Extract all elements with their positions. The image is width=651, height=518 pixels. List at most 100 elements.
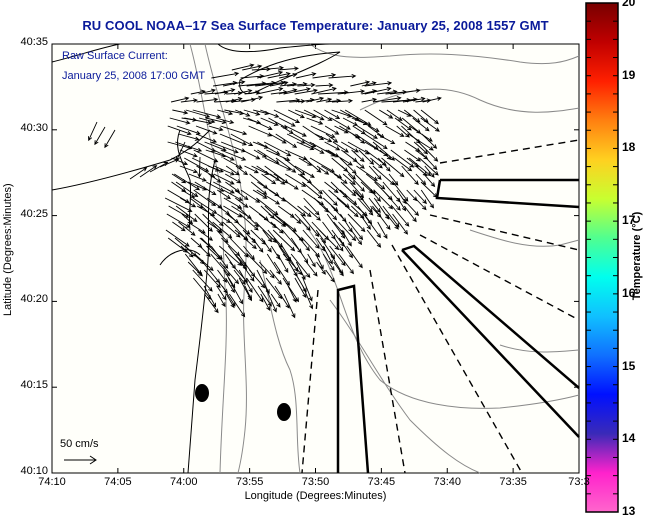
current-vector [406,189,418,202]
current-vector [359,213,371,230]
current-vector [394,117,412,131]
current-vector [243,237,257,250]
current-vector [325,133,339,143]
current-vector [206,181,225,192]
current-vector [316,165,330,175]
current-vector [401,197,420,217]
axis-ticks [52,44,579,473]
current-vector [325,269,335,283]
current-vector [307,253,316,268]
current-vector [197,156,202,178]
current-vector [329,245,346,267]
current-vector [251,237,264,253]
dashed-line [419,234,580,321]
current-vector [262,229,273,243]
current-vector [225,96,243,103]
current-vector [187,261,204,277]
current-vector [338,253,354,275]
colorbar-ticks [586,2,618,513]
current-vector [266,253,281,275]
current-vector [333,173,348,184]
current-vector [213,173,235,185]
current-vector [413,189,427,205]
current-vector [270,293,281,308]
current-vector [193,149,219,163]
current-vector [180,98,198,103]
current-vector [258,261,275,279]
current-vector [316,97,333,103]
current-vector [269,173,286,185]
current-vector [210,245,229,269]
current-vector [243,109,261,116]
current-vector [284,173,307,187]
current-vector [198,88,216,95]
current-vector [282,197,307,217]
current-vector [414,197,427,211]
current-vector [349,181,365,199]
current-vector [366,229,382,248]
current-vector [269,269,282,285]
current-vector [299,173,323,195]
current-vector [180,245,194,258]
current-vector [373,189,394,210]
colorbar-tick-label: 18 [622,140,636,155]
current-vector [260,293,271,311]
y-tick-label: 40:20 [20,293,48,306]
plot-frame [51,43,580,474]
current-vector [420,109,440,125]
contour-line [329,299,481,474]
contour-line [299,219,580,409]
current-vector [347,173,365,192]
current-vector [324,109,341,120]
current-vector [336,197,359,218]
current-vector [322,253,335,272]
coastline-li-north [217,43,331,53]
current-vector [364,133,388,150]
current-vector [368,197,381,213]
current-vector [164,197,193,212]
x-tick-label: 73:45 [367,476,396,488]
dashed-line [301,289,319,474]
colorbar-tick-label: 19 [622,67,636,82]
x-tick-label: 74:00 [169,476,198,488]
current-vector [303,109,325,121]
current-vector [257,70,284,79]
current-vector [212,221,233,239]
current-vector [339,157,357,175]
x-tick-label: 73:50 [301,476,330,488]
current-vector [273,109,301,124]
current-vector [278,88,298,95]
current-vector [294,88,318,95]
current-vector [316,261,326,275]
current-vector [330,253,343,275]
current-vector [256,65,284,71]
current-vector [285,125,307,137]
current-vector [421,133,438,149]
current-vector [264,285,277,313]
current-vector [385,125,405,137]
current-vector [283,293,296,319]
buoy-marker [195,384,209,402]
current-vector [303,141,325,154]
current-vector [377,221,388,240]
current-vector [403,205,417,223]
current-vector [196,97,219,103]
current-vector [423,173,436,188]
current-vector [289,213,302,224]
current-vector [171,181,187,193]
current-vector [233,88,253,95]
current-vector [283,157,306,176]
current-vector [256,189,281,205]
current-vector [297,82,316,88]
lease-polygon-southeast [401,244,580,438]
x-tick-label: 73:55 [235,476,264,488]
current-vector [365,173,386,190]
current-vector [404,149,421,162]
current-vector [242,149,261,160]
current-vector [211,71,240,79]
current-vector [250,181,268,195]
current-vector [222,80,246,87]
current-vector [261,237,272,253]
current-vector [261,173,277,185]
current-vector [322,245,333,265]
